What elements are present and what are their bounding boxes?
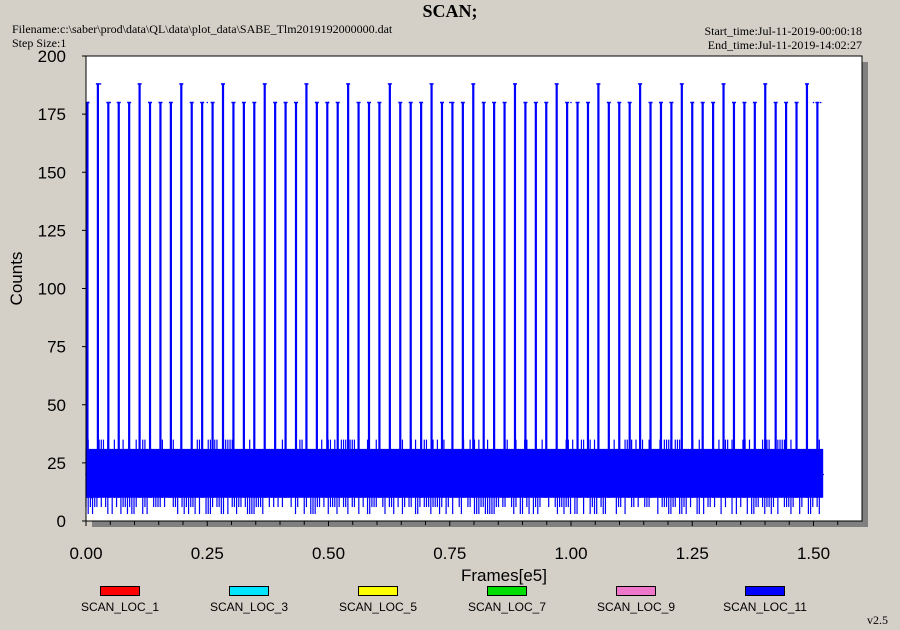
legend-item: SCAN_LOC_9 (576, 586, 696, 614)
y-tick-label: 175 (38, 105, 66, 124)
legend-item: SCAN_LOC_7 (447, 586, 567, 614)
version-label: v2.5 (867, 613, 888, 627)
series-point (87, 101, 90, 104)
legend-swatch (229, 586, 269, 596)
y-tick-label: 75 (47, 338, 66, 357)
y-tick-label: 100 (38, 280, 66, 299)
filename-label: Filename:c:\saber\prod\data\QL\data\plot… (12, 22, 393, 36)
legend-swatch (745, 586, 785, 596)
legend-item: SCAN_LOC_3 (189, 586, 309, 614)
series-point (448, 101, 451, 104)
x-axis-label: Frames[e5] (461, 566, 547, 585)
chart-title: SCAN; (422, 1, 478, 21)
series-scan-loc-11 (85, 83, 824, 515)
y-tick-label: 150 (38, 163, 66, 182)
legend-label: SCAN_LOC_1 (80, 600, 160, 614)
legend-swatch (616, 586, 656, 596)
series-point (99, 83, 102, 85)
chart-legend: SCAN_LOC_1 SCAN_LOC_3 SCAN_LOC_5 SCAN_LOC_7… (70, 586, 890, 616)
series-point (570, 101, 572, 104)
plot-frame (85, 55, 863, 522)
legend-swatch (358, 586, 398, 596)
x-tick-label: 0.25 (191, 544, 224, 563)
legend-swatch (487, 586, 527, 596)
time-info: Start_time:Jul-11-2019-00:00:18 End_time… (704, 24, 862, 52)
step-size-label: Step Size:1 (12, 36, 67, 50)
series-point (812, 101, 815, 104)
start-time-label: Start_time:Jul-11-2019-00:00:18 (704, 24, 862, 38)
x-tick-label: 1.50 (797, 544, 830, 563)
x-tick-label: 0.00 (69, 544, 102, 563)
legend-label: SCAN_LOC_5 (338, 600, 418, 614)
y-axis-label: Counts (7, 252, 26, 306)
legend-label: SCAN_LOC_7 (467, 600, 547, 614)
series-point (691, 101, 694, 104)
legend-label: SCAN_LOC_11 (723, 600, 807, 614)
x-tick-label: 1.25 (676, 544, 709, 563)
legend-item: SCAN_LOC_5 (318, 586, 438, 614)
legend-swatch (100, 586, 140, 596)
series-point (91, 496, 93, 499)
y-tick-label: 25 (47, 454, 66, 473)
y-tick-label: 0 (57, 512, 66, 531)
series-point (109, 101, 112, 104)
y-tick-label: 200 (38, 47, 66, 66)
series-point (327, 101, 330, 104)
series-point (102, 455, 104, 457)
series-point (206, 101, 209, 104)
end-time-label: End_time:Jul-11-2019-14:02:27 (707, 38, 862, 52)
legend-label: SCAN_LOC_9 (596, 600, 676, 614)
series-point (822, 473, 824, 476)
legend-label: SCAN_LOC_3 (209, 600, 289, 614)
legend-item: SCAN_LOC_11 (705, 586, 825, 614)
legend-item: SCAN_LOC_1 (60, 586, 180, 614)
x-tick-label: 0.50 (312, 544, 345, 563)
y-tick-label: 125 (38, 221, 66, 240)
y-tick-label: 50 (47, 396, 66, 415)
series-point (819, 101, 822, 104)
file-info: Filename:c:\saber\prod\data\QL\data\plot… (12, 22, 392, 50)
x-tick-label: 0.75 (433, 544, 466, 563)
x-tick-label: 1.00 (554, 544, 587, 563)
